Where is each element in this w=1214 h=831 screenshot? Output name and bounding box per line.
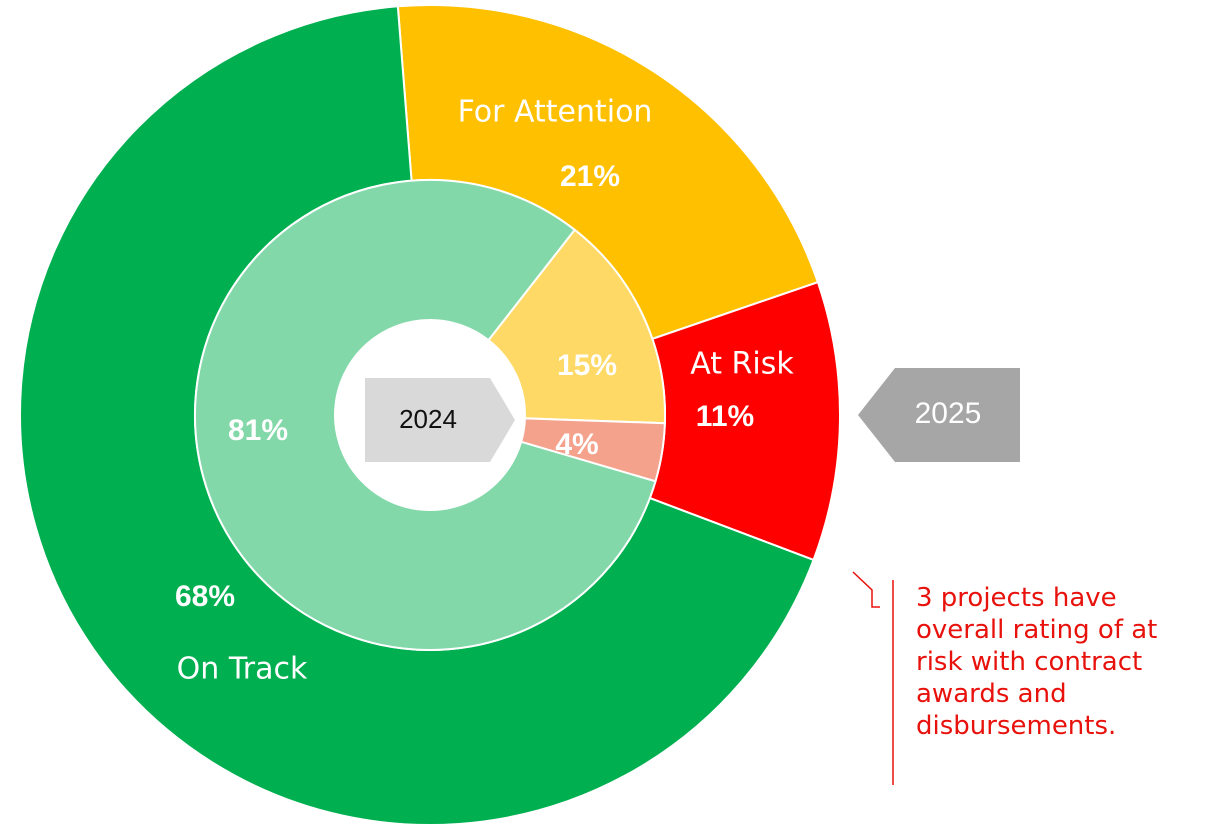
data-label: 21%	[560, 160, 620, 193]
data-label: 11%	[696, 400, 754, 433]
page: 68% 21% 11% 81% 15% 4% On Track For Attention At…	[0, 0, 1214, 831]
annotation: 3 projects have overall rating of at ris…	[916, 582, 1206, 742]
inner-ring-name: 2024	[399, 404, 457, 434]
data-label: 4%	[555, 428, 598, 461]
data-label: 15%	[557, 349, 617, 382]
data-label: 68%	[175, 580, 235, 613]
outer-ring-name: 2025	[915, 397, 982, 430]
category-label: At Risk	[690, 347, 794, 382]
category-label: For Attention	[458, 95, 653, 130]
category-label: On Track	[177, 652, 308, 687]
note-bracket	[853, 572, 880, 607]
data-label: 81%	[228, 414, 288, 447]
